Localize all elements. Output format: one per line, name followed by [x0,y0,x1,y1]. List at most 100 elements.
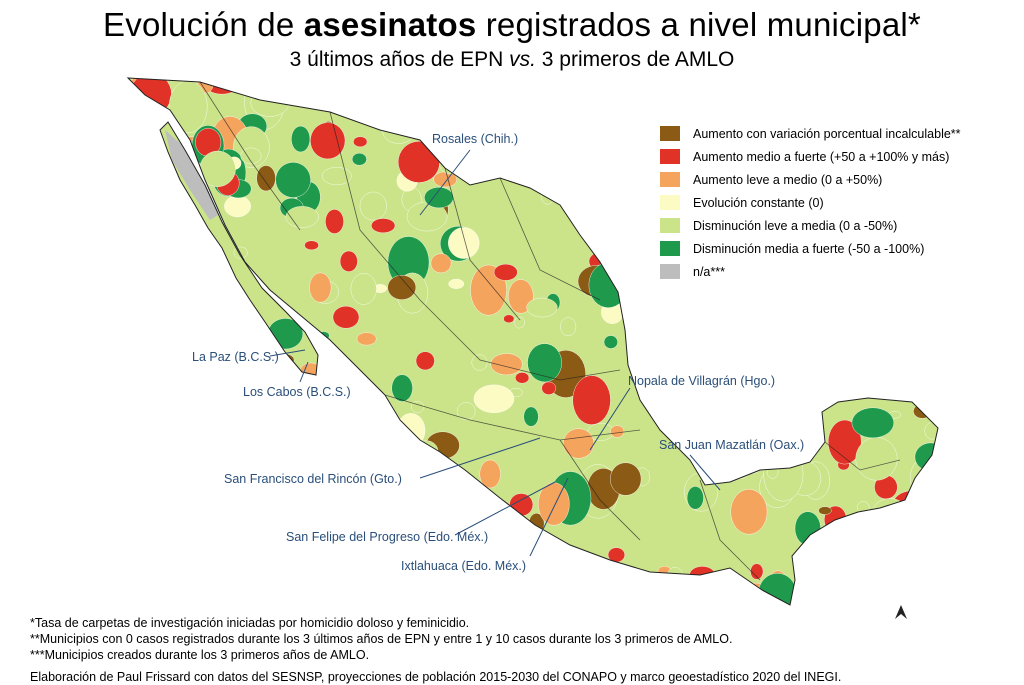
municipality-patch [682,302,716,332]
municipality-patch [797,79,820,103]
municipality-patch [128,255,141,284]
municipality-patch [307,411,331,442]
municipality-patch [148,479,169,492]
place-label: Nopala de Villagrán (Hgo.) [628,374,775,388]
legend-swatch [660,126,680,141]
municipality-patch [667,400,700,429]
municipality-patch [703,452,734,472]
municipality-patch [523,406,539,427]
municipality-patch [563,428,595,459]
municipality-patch [620,160,662,193]
municipality-patch [250,89,290,117]
municipality-patch [234,541,250,557]
municipality-patch [305,429,321,446]
municipality-patch [759,358,775,376]
municipality-patch [439,155,464,175]
municipality-patch [293,78,325,91]
municipality-patch [397,141,440,183]
footnote: **Municipios con 0 casos registrados dur… [30,632,733,646]
municipality-patch [916,78,930,86]
municipality-patch [128,322,134,346]
municipality-patch [356,332,377,346]
credit-line: Elaboración de Paul Frissard con datos d… [30,670,842,684]
municipality-patch [921,509,938,536]
municipality-patch [183,295,195,307]
municipality-patch [733,322,761,341]
municipality-patch [906,78,938,120]
municipality-patch [380,563,395,578]
municipality-patch [128,469,145,488]
municipality-patch [514,316,525,329]
municipality-patch [588,262,628,308]
municipality-patch [849,346,892,393]
municipality-patch [865,78,903,119]
municipality-patch [165,375,203,426]
municipality-patch [256,165,276,192]
municipality-patch [128,465,147,504]
legend-item: Aumento leve a medio (0 a +50%) [660,168,961,191]
municipality-patch [448,278,465,289]
municipality-patch [133,167,171,191]
municipality-patch [479,459,501,489]
municipality-patch [490,353,523,376]
municipality-patch [553,595,567,605]
municipality-patch [749,357,764,370]
municipality-patch [768,94,803,118]
municipality-patch [275,162,311,198]
municipality-patch [610,425,625,438]
municipality-patch [834,302,847,312]
municipality-patch [300,362,322,379]
municipality-patch [715,344,744,375]
municipality-patch [612,564,629,583]
legend-swatch [660,264,680,279]
municipality-patch [511,78,540,108]
north-arrow-icon [895,605,907,619]
municipality-patch [140,366,155,382]
municipality-patch [604,124,617,140]
municipality-patch [899,78,924,92]
municipality-patch [527,343,562,383]
municipality-patch [804,330,841,365]
municipality-patch [734,421,750,434]
municipality-patch [330,584,356,603]
municipality-patch [933,78,938,88]
footnotes: *Tasa de carpetas de investigación inici… [30,615,841,685]
municipality-patch [793,335,809,355]
municipality-patch [609,112,634,139]
municipality-patch [530,85,554,103]
municipality-patch [187,308,222,332]
municipality-patch [690,78,710,89]
municipality-patch [480,78,508,89]
municipality-patch [818,506,832,515]
municipality-patch [436,516,453,531]
municipality-patch [350,576,380,598]
municipality-patch [730,489,768,535]
municipality-patch [253,523,287,548]
municipality-patch [371,218,396,233]
municipality-patch [846,349,884,380]
municipality-patch [350,273,377,305]
municipality-patch [460,94,502,138]
municipality-patch [471,354,488,371]
municipality-patch [614,253,627,262]
municipality-patch [231,335,252,351]
municipality-patch [147,319,184,362]
municipality-patch [526,297,558,318]
place-label: Los Cabos (B.C.S.) [243,385,351,399]
municipality-patch [203,487,243,520]
municipality-patch [649,79,684,111]
municipality-patch [392,483,433,530]
municipality-patch [764,330,794,359]
municipality-patch [240,147,262,165]
municipality-patch [853,333,889,363]
municipality-patch [457,589,499,605]
municipality-patch [913,300,938,342]
municipality-patch [132,207,157,236]
municipality-patch [477,78,489,88]
municipality-patch [158,424,175,444]
municipality-patch [410,401,425,413]
municipality-patch [230,438,264,476]
municipality-patch [558,545,577,564]
municipality-patch [153,200,180,228]
municipality-patch [128,232,132,259]
